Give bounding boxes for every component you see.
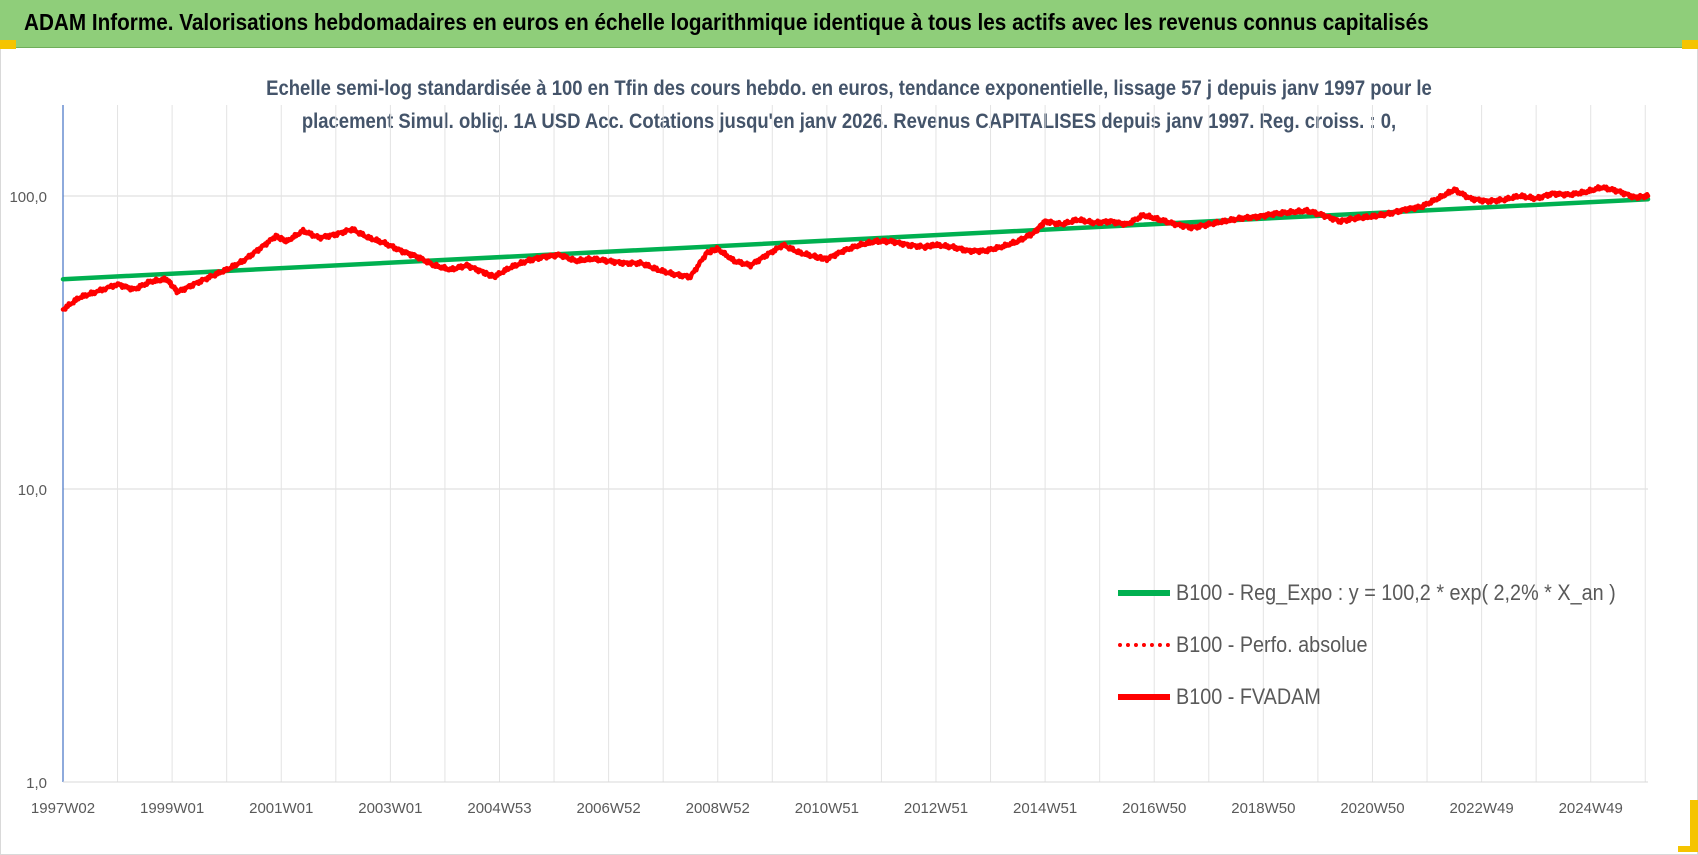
x-tick-label-2: 2001W01 (249, 800, 313, 817)
x-tick-label-6: 2008W52 (686, 800, 750, 817)
x-tick-label-10: 2016W50 (1122, 800, 1186, 817)
report-header: ADAM Informe. Valorisations hebdomadaire… (0, 0, 1698, 48)
legend-label-perfo-absolue: B100 - Perfo. absolue (1176, 632, 1368, 657)
x-tick-label-1: 1999W01 (140, 800, 204, 817)
series-line-2 (60, 184, 1651, 312)
x-tick-label-7: 2010W51 (795, 800, 859, 817)
x-tick-label-13: 2022W49 (1449, 800, 1513, 817)
legend-item-fvadam: B100 - FVADAM (1118, 671, 1678, 723)
chart-subtitle-line-2: placement Simul. oblig. 1A USD Acc. Cota… (301, 110, 1397, 133)
x-tick-label-14: 2024W49 (1559, 800, 1623, 817)
report-title: ADAM Informe. Valorisations hebdomadaire… (24, 9, 1429, 35)
corner-accent-bottom-right (1690, 800, 1698, 850)
x-tick-label-11: 2018W50 (1231, 800, 1295, 817)
axis-layer (62, 105, 1648, 783)
x-tick-label-8: 2012W51 (904, 800, 968, 817)
corner-accent-top-left (0, 40, 16, 49)
legend-item-perfo-absolue: B100 - Perfo. absolue (1118, 619, 1678, 671)
corner-accent-bottom-right-h (1678, 846, 1698, 852)
legend-swatch-red-solid (1118, 694, 1170, 700)
legend-item-reg-expo: B100 - Reg_Expo : y = 100,2 * exp( 2,2% … (1118, 567, 1678, 619)
y-tick-label-2: 100,0 (9, 189, 47, 206)
legend-label-reg-expo: B100 - Reg_Expo : y = 100,2 * exp( 2,2% … (1176, 580, 1616, 605)
series-layer (60, 184, 1651, 312)
x-tick-label-4: 2004W53 (467, 800, 531, 817)
legend-label-fvadam: B100 - FVADAM (1176, 684, 1321, 709)
corner-accent-top-right (1682, 40, 1698, 49)
legend-swatch-green-solid (1118, 590, 1170, 596)
legend-swatch-red-dotted (1118, 643, 1170, 647)
tick-labels: 1,0 10,0 100,0 1997W02 1999W01 2001W01 2003W01… (9, 189, 1622, 817)
x-tick-label-3: 2003W01 (358, 800, 422, 817)
x-tick-label-5: 2006W52 (577, 800, 641, 817)
grid-layer (62, 105, 1648, 783)
chart-subtitle-line-1: Echelle semi-log standardisée à 100 en T… (266, 77, 1432, 100)
x-tick-label-12: 2020W50 (1340, 800, 1404, 817)
x-tick-label-9: 2014W51 (1013, 800, 1077, 817)
y-tick-label-0: 1,0 (26, 775, 47, 792)
chart-legend: B100 - Reg_Expo : y = 100,2 * exp( 2,2% … (1118, 567, 1678, 723)
x-tick-label-0: 1997W02 (31, 800, 95, 817)
y-tick-label-1: 10,0 (18, 482, 47, 499)
